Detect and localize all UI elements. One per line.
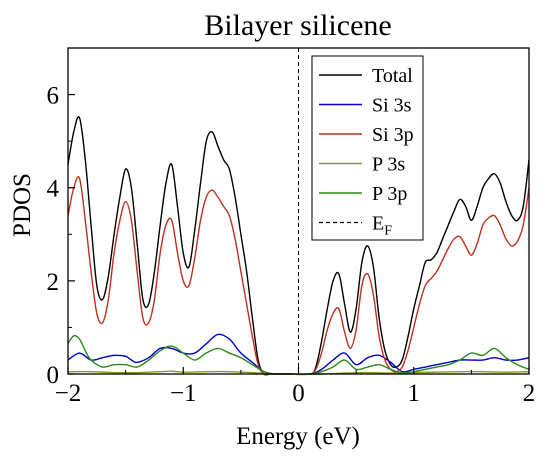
y-axis-label: PDOS — [9, 173, 36, 237]
x-tick-label: 0 — [292, 380, 305, 407]
y-tick-label: 4 — [47, 176, 60, 203]
y-tick-label: 0 — [47, 362, 60, 389]
legend-label: P 3p — [372, 183, 407, 205]
legend-label: P 3s — [372, 154, 405, 176]
x-tick-label: −1 — [170, 380, 197, 407]
x-tick-label: 1 — [408, 380, 421, 407]
x-tick-label: 2 — [523, 380, 536, 407]
ticks-layer: −2 −1 0 1 2 0 2 4 6 — [47, 47, 536, 407]
legend-label: Si 3p — [372, 124, 414, 146]
legend-label: Si 3s — [372, 95, 412, 117]
y-tick-label: 6 — [47, 83, 60, 110]
legend-box — [311, 55, 424, 241]
y-tick-label: 2 — [47, 269, 60, 296]
x-tick-label: −2 — [55, 380, 82, 407]
legend-label: Total — [372, 65, 413, 87]
chart-title: Bilayer silicene — [204, 9, 391, 42]
x-axis-label: Energy (eV) — [236, 423, 360, 450]
